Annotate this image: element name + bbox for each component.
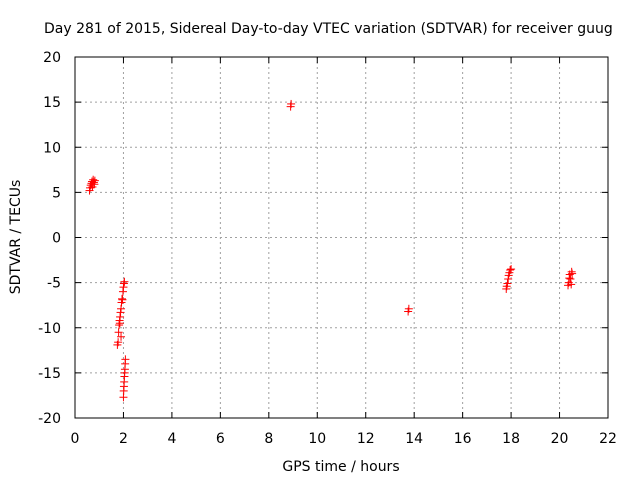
- data-point: [117, 332, 126, 341]
- data-point: [566, 275, 575, 284]
- x-tick-label: 14: [405, 431, 423, 447]
- data-point: [404, 304, 413, 313]
- x-tick-label: 0: [71, 431, 80, 447]
- y-tick-label: -20: [38, 411, 61, 427]
- x-tick-label: 2: [119, 431, 128, 447]
- y-tick-labels: -20 -15 -10 -5 0 5 10 15 20: [38, 50, 61, 427]
- x-tick-label: 8: [264, 431, 273, 447]
- x-tick-label: 10: [308, 431, 326, 447]
- data-point: [118, 295, 127, 304]
- data-points: [85, 99, 577, 402]
- data-point: [114, 328, 123, 337]
- data-point: [506, 265, 515, 274]
- data-point: [568, 269, 577, 278]
- y-tick-label: 0: [52, 231, 61, 247]
- data-point: [503, 279, 512, 288]
- x-tick-label: 4: [167, 431, 176, 447]
- x-tick-label: 20: [551, 431, 569, 447]
- x-axis-label: GPS time / hours: [282, 459, 399, 475]
- y-tick-label: -10: [38, 321, 61, 337]
- data-point: [120, 277, 129, 286]
- x-tick-label: 18: [502, 431, 520, 447]
- y-tick-label: 5: [52, 185, 61, 201]
- x-tick-label: 16: [454, 431, 472, 447]
- y-tick-label: -5: [47, 276, 61, 292]
- data-point: [287, 99, 296, 108]
- x-tick-label: 12: [357, 431, 375, 447]
- x-tick-label: 6: [216, 431, 225, 447]
- x-tick-labels: 0 2 4 6 8 10 12 14 16 18 20 22: [71, 431, 617, 447]
- chart-title: Day 281 of 2015, Sidereal Day-to-day VTE…: [44, 21, 613, 37]
- data-point: [90, 176, 99, 185]
- data-point: [115, 319, 124, 328]
- y-tick-label: 15: [43, 95, 61, 111]
- x-tick-label: 22: [599, 431, 617, 447]
- data-point: [567, 280, 576, 289]
- y-tick-label: -15: [38, 366, 61, 382]
- data-point: [121, 355, 130, 364]
- axis-ticks: [74, 56, 609, 419]
- data-point: [507, 265, 516, 274]
- y-tick-label: 20: [43, 50, 61, 66]
- y-tick-label: 10: [43, 140, 61, 156]
- data-point: [114, 338, 123, 347]
- y-axis-label: SDTVAR / TECUs: [8, 180, 24, 295]
- grid-lines: [75, 57, 608, 418]
